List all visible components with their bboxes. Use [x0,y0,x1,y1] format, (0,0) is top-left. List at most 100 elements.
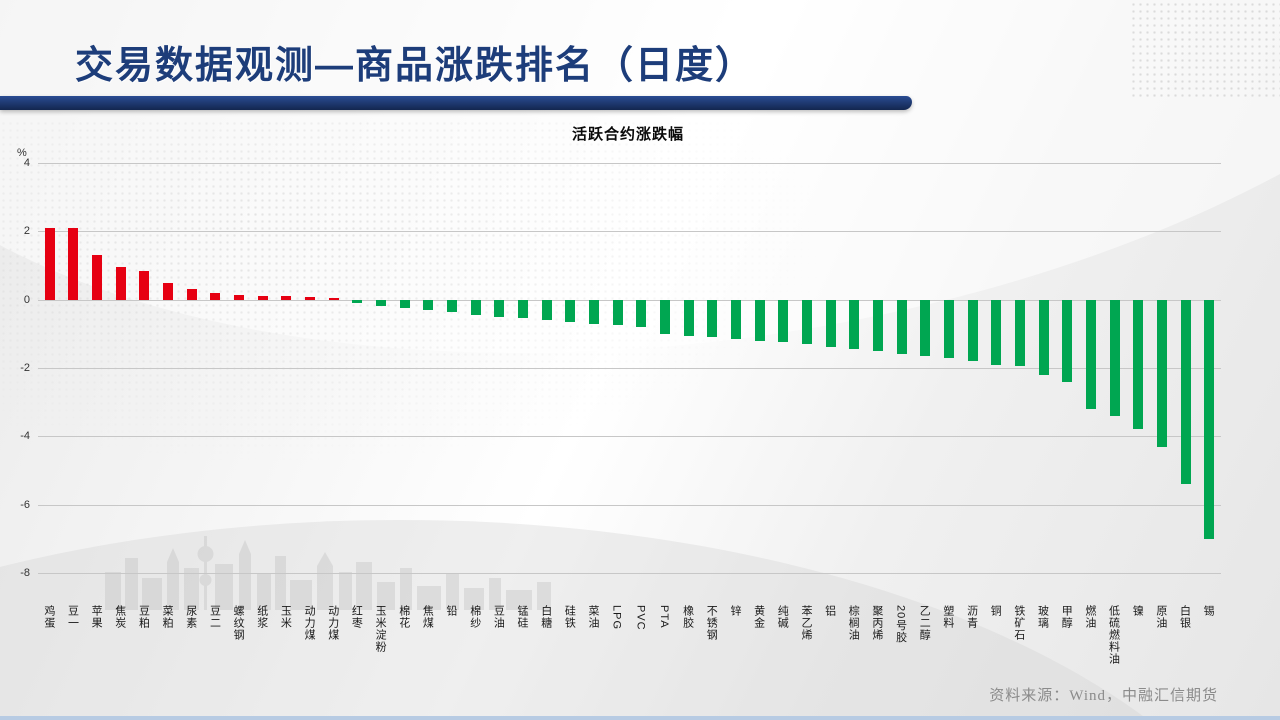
x-tick-label: PVC [634,605,647,631]
bar [257,295,268,300]
bar [494,299,505,317]
bar [281,296,292,300]
bar [825,299,836,348]
x-tick-label: 塑料 [941,605,954,629]
bar [186,289,197,300]
bar [423,299,434,310]
bar [730,299,741,339]
x-tick-label: 甲醇 [1060,605,1073,629]
bar [1014,299,1025,367]
x-tick-label: 不锈钢 [705,605,718,641]
page-title: 交易数据观测—商品涨跌排名（日度） [75,45,756,87]
bar [352,299,363,304]
bar [1109,299,1120,416]
bar [447,299,458,312]
x-tick-label: 菜粕 [161,605,174,629]
gridline [38,573,1221,574]
gridline [38,231,1221,233]
x-tick-label: 铜 [989,605,1002,617]
x-tick-label: 硅铁 [563,605,576,629]
y-tick-label: 0 [23,293,30,306]
x-tick-label: 豆二 [208,605,221,629]
bar [234,294,245,300]
y-tick-label: -6 [20,498,30,511]
x-tick-label: 棕榈油 [847,605,860,641]
bar [68,227,79,300]
bar [707,299,718,338]
bar [943,299,954,358]
title-underline-bar [0,96,912,110]
bar [1180,299,1191,485]
x-tick-label: 纸浆 [255,605,268,629]
gridline [38,436,1221,438]
gridline [38,163,1221,164]
bar [589,299,599,324]
bar [139,270,150,300]
x-tick-label: 苯乙烯 [799,605,812,641]
bar [1062,299,1073,382]
bar [565,299,576,322]
bar [1038,299,1049,375]
bar [1156,299,1167,447]
bar [1133,299,1144,430]
x-tick-label: 铅 [445,605,458,617]
bar [636,299,647,327]
bar [210,292,221,300]
bar [967,299,978,362]
bar [376,299,387,306]
bar [305,297,316,300]
bar [849,299,860,350]
bar [801,299,812,345]
x-tick-label: 沥青 [965,605,978,629]
bar [541,299,552,321]
x-tick-label: 白银 [1178,605,1191,629]
x-tick-label: PTA [657,605,670,629]
x-tick-label: 豆油 [492,605,505,629]
y-tick-label: 4 [23,157,30,169]
bar [991,299,1002,365]
bar [328,298,339,300]
x-tick-label: 动力煤 [326,605,339,641]
bar [896,299,907,355]
x-tick-label: 白糖 [539,605,552,629]
x-tick-label: 乙二醇 [918,605,931,641]
x-tick-label: 纯碱 [776,605,789,629]
bar [44,227,55,300]
x-tick-label: 低硫燃料油 [1107,605,1120,665]
x-tick-label: 锡 [1202,605,1215,617]
gridline [38,504,1221,506]
x-tick-label: 铁矿石 [1012,605,1025,641]
bar [163,282,174,300]
x-tick-label: 玉米淀粉 [374,605,387,653]
plot-area: 4 2 0 -2 -4 -6 -8 [20,157,1221,579]
bar [872,299,883,351]
x-tick-label: 燃油 [1083,605,1096,629]
bar [683,299,694,336]
bar [399,299,410,309]
bar [92,255,103,300]
x-tick-label: 苹果 [90,605,103,629]
x-tick-label: 玉米 [279,605,292,629]
x-tick-label: 焦煤 [421,605,434,629]
bar [115,267,126,300]
x-tick-label: 黄金 [752,605,765,629]
bar [659,299,670,334]
y-tick-label: -8 [20,567,30,579]
x-tick-label: 锌 [728,605,741,617]
x-tick-label: 聚丙烯 [870,605,883,641]
bar [612,299,623,326]
y-axis-unit-label: % [17,147,27,159]
x-tick-label: 玻璃 [1036,605,1049,629]
bar [754,299,765,341]
x-tick-label: 棉花 [397,605,410,629]
dotted-corner-decoration [1130,0,1280,100]
x-tick-label: 动力煤 [303,605,316,641]
x-tick-label: 棉纱 [468,605,481,629]
bar [1085,299,1096,409]
x-tick-label: 尿素 [184,605,197,629]
x-tick-label: 豆粕 [137,605,150,629]
x-tick-label: 鸡蛋 [42,605,55,629]
gridline [38,299,1221,301]
y-tick-label: 2 [23,225,30,238]
bar [1204,299,1215,539]
